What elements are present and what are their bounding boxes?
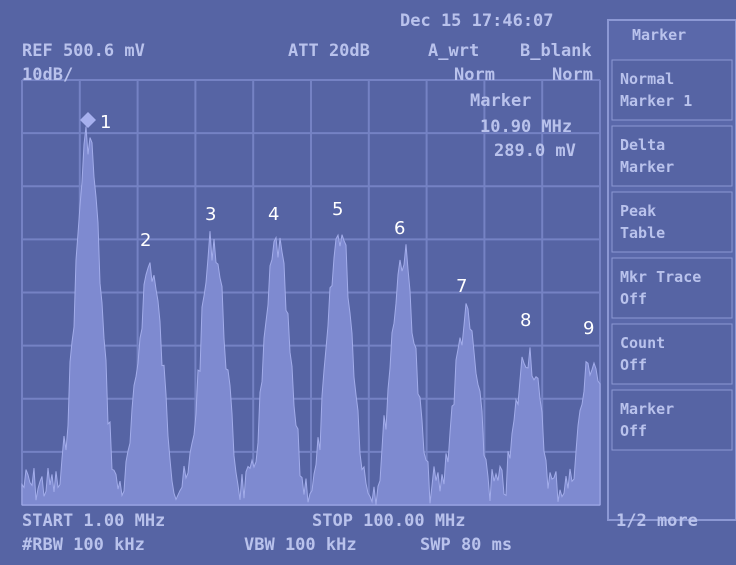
rbw: #RBW 100 kHz xyxy=(22,535,145,555)
mode-a: Norm xyxy=(454,65,495,85)
scale: 10dB/ xyxy=(22,65,73,85)
analyzer-screen: Dec 15 17:46:07 REF 500.6 mV 10dB/ ATT 2… xyxy=(0,0,736,565)
softkey-label: Off xyxy=(620,356,647,374)
softkey[interactable] xyxy=(612,60,732,120)
marker-number: 5 xyxy=(332,199,343,220)
softkey-label: Mkr Trace xyxy=(620,268,701,286)
softkey-label: Normal xyxy=(620,70,674,88)
start-freq: START 1.00 MHz xyxy=(22,511,165,531)
softkey-label: Peak xyxy=(620,202,656,220)
softkey-label: Delta xyxy=(620,136,665,154)
vbw: VBW 100 kHz xyxy=(244,535,357,555)
trace-b: B_blank xyxy=(520,41,592,61)
date: Dec 15 17:46:07 xyxy=(400,11,554,31)
marker-number: 1 xyxy=(100,112,111,133)
marker-number: 4 xyxy=(268,204,279,225)
softkey-label: Marker xyxy=(620,400,674,418)
softkey-title: Marker xyxy=(632,26,686,44)
stop-freq: STOP 100.00 MHz xyxy=(312,511,466,531)
softkey-label: Marker 1 xyxy=(620,92,692,110)
marker-number: 9 xyxy=(583,318,594,339)
softkey[interactable] xyxy=(612,324,732,384)
softkey-label: Table xyxy=(620,224,665,242)
softkey-label: Marker xyxy=(620,158,674,176)
sweep-time: SWP 80 ms xyxy=(420,535,512,555)
marker-number: 2 xyxy=(140,230,151,251)
marker-number: 6 xyxy=(394,218,405,239)
trace-a: A_wrt xyxy=(428,41,479,61)
marker-number: 7 xyxy=(456,276,467,297)
marker-number: 8 xyxy=(520,310,531,331)
marker-label: Marker xyxy=(470,91,531,111)
softkey[interactable] xyxy=(612,390,732,450)
softkey-label: Off xyxy=(620,422,647,440)
softkey[interactable] xyxy=(612,258,732,318)
display: Dec 15 17:46:07 REF 500.6 mV 10dB/ ATT 2… xyxy=(0,0,736,565)
marker-number: 3 xyxy=(205,204,216,225)
marker-level: 289.0 mV xyxy=(494,141,576,161)
attenuation: ATT 20dB xyxy=(288,41,370,61)
marker-frequency: 10.90 MHz xyxy=(480,117,572,137)
ref-level: REF 500.6 mV xyxy=(22,41,145,61)
mode-b: Norm xyxy=(552,65,593,85)
page-indicator: 1/2 more xyxy=(616,511,698,531)
softkey-label: Count xyxy=(620,334,665,352)
softkey[interactable] xyxy=(612,192,732,252)
softkey-label: Off xyxy=(620,290,647,308)
softkey[interactable] xyxy=(612,126,732,186)
